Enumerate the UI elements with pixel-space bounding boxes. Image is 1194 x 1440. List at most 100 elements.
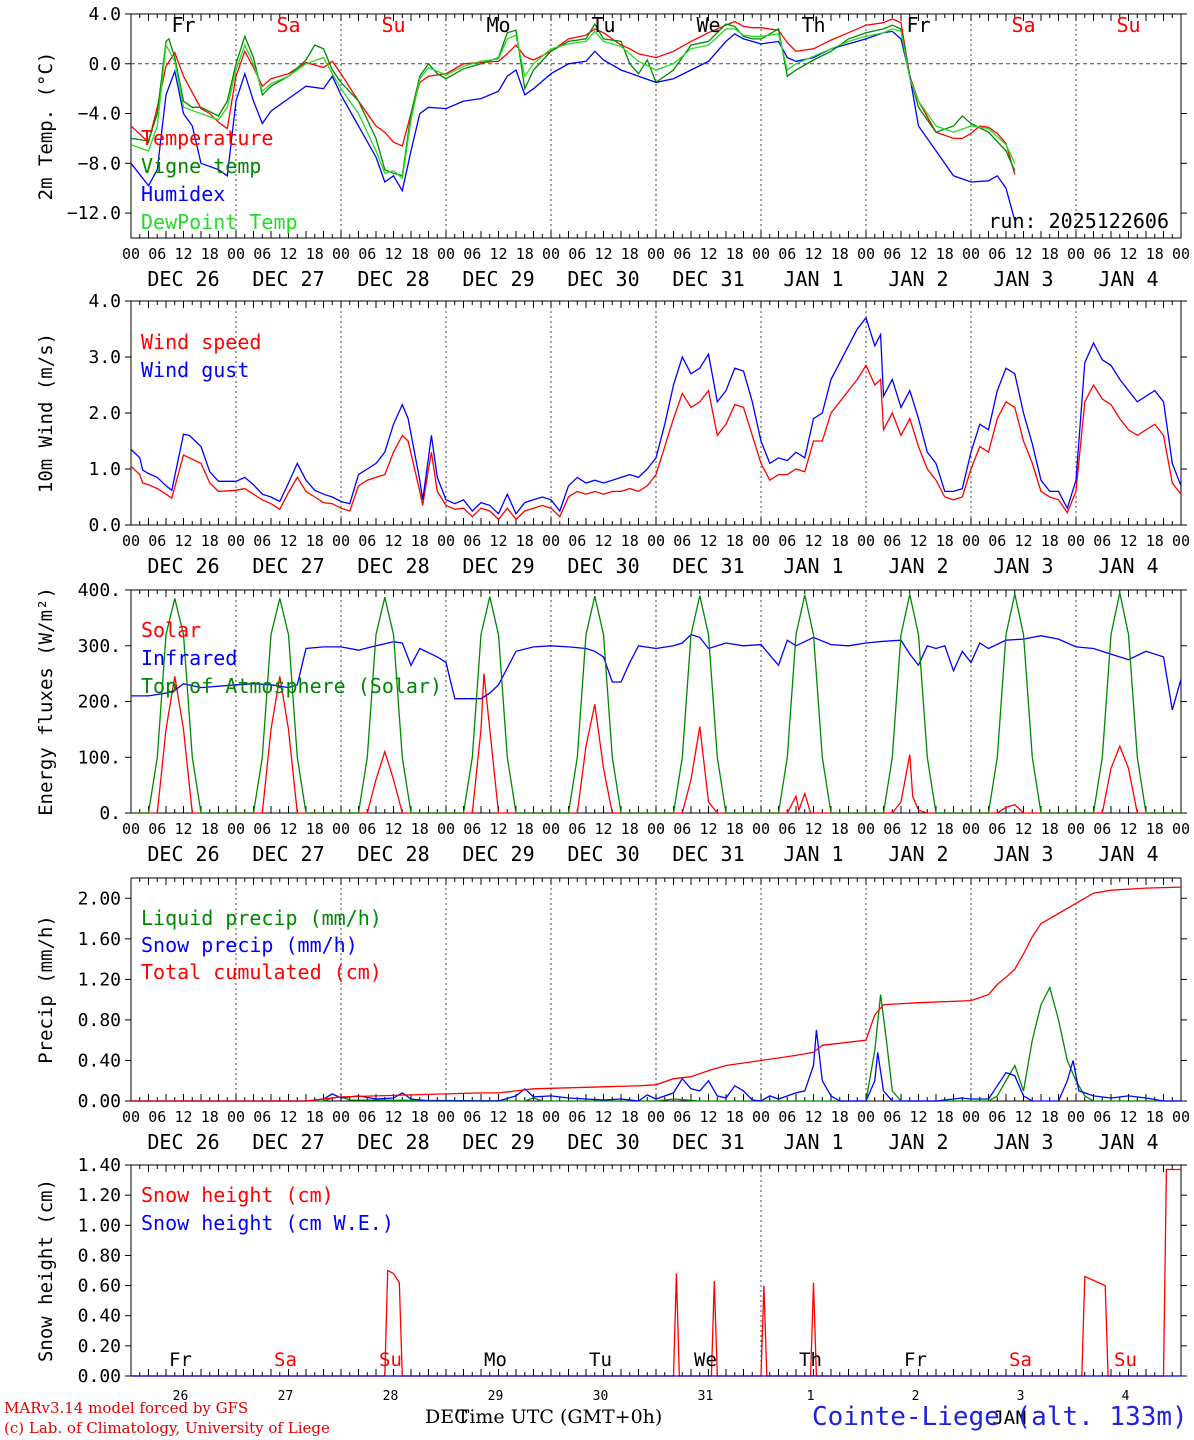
legend-snow-height-cm-w-e-: Snow height (cm W.E.): [141, 1211, 394, 1235]
weekday-label: Fr: [171, 13, 195, 37]
day-label: JAN 2: [888, 554, 948, 578]
hour-label: 00: [647, 245, 665, 263]
y-tick-label: 300.: [78, 636, 121, 657]
hour-label: 12: [279, 1108, 297, 1126]
hour-label: 12: [174, 820, 192, 838]
series-vigne-temp: [130, 22, 1016, 177]
hour-label: 12: [804, 245, 822, 263]
legend-humidex: Humidex: [141, 182, 225, 206]
hour-label: 18: [1041, 245, 1059, 263]
day-label: JAN 2: [888, 1130, 948, 1154]
hour-label: 00: [1172, 820, 1190, 838]
hour-label: 12: [594, 820, 612, 838]
day-label: DEC 29: [462, 842, 534, 866]
series-total-cumulated-cm-: [131, 886, 1182, 1102]
hour-label: 00: [857, 1108, 875, 1126]
hour-label: 18: [201, 532, 219, 550]
hour-label: 06: [883, 1108, 901, 1126]
hour-label: 12: [489, 1108, 507, 1126]
hour-label: 18: [306, 820, 324, 838]
hour-label: 18: [306, 1108, 324, 1126]
day-label: JAN 1: [783, 1130, 843, 1154]
series-dewpoint-temp: [130, 28, 1016, 180]
y-tick-label: −12.0: [67, 203, 121, 224]
hour-label: 18: [936, 532, 954, 550]
hour-label: 06: [148, 532, 166, 550]
day-label: JAN 1: [783, 267, 843, 291]
hour-label: 12: [1119, 820, 1137, 838]
weekday-label: Mo: [484, 1349, 507, 1371]
panel-2: 4.0 3.0 2.0 1.0 0.0 10m Wind (m/s) Wind speed W…: [35, 291, 1190, 578]
day-label: DEC 30: [567, 554, 639, 578]
legend-solar: Solar: [141, 618, 201, 642]
hour-label: 00: [752, 1108, 770, 1126]
hour-label: 18: [201, 1108, 219, 1126]
day-label: DEC 30: [567, 267, 639, 291]
panel-1: 4.0 0.0 −4.0 −8.0 −12.0 2m Temp. (°C) Temperat…: [35, 4, 1190, 291]
run-label: run: 2025122606: [988, 209, 1169, 233]
hour-label: 18: [201, 245, 219, 263]
day-label: JAN 3: [993, 554, 1053, 578]
day-label: JAN 1: [783, 842, 843, 866]
hour-label: 00: [857, 245, 875, 263]
day-number-label: 1: [807, 1389, 815, 1404]
y-tick-label: 100.: [78, 747, 121, 768]
hour-label: 06: [253, 532, 271, 550]
day-number-label: 31: [698, 1389, 714, 1404]
hour-label: 18: [726, 1108, 744, 1126]
series-top-of-atmosphere-solar-: [131, 592, 1181, 814]
hour-label: 18: [621, 1108, 639, 1126]
hour-label: 12: [804, 820, 822, 838]
hour-label: 18: [411, 245, 429, 263]
day-number-label: 28: [383, 1389, 399, 1404]
series-snow-precip-mm-h-: [131, 1029, 1181, 1102]
weekday-label: Su: [379, 1349, 402, 1371]
legend-total-cumulated-cm-: Total cumulated (cm): [141, 960, 382, 984]
lab-credit: (c) Lab. of Climatology, University of L…: [4, 1419, 330, 1437]
y-axis-label: 10m Wind (m/s): [35, 333, 57, 493]
legend-wind-speed: Wind speed: [141, 330, 261, 354]
y-tick-label: 2.0: [88, 403, 121, 424]
hour-label: 00: [332, 820, 350, 838]
hour-label: 12: [384, 820, 402, 838]
hour-label: 06: [778, 245, 796, 263]
hour-label: 18: [1041, 532, 1059, 550]
day-label: JAN 3: [993, 1130, 1053, 1154]
weekday-label: Tu: [591, 13, 615, 37]
hour-label: 12: [594, 245, 612, 263]
y-tick-label: 3.0: [88, 347, 121, 368]
day-label: DEC 28: [357, 267, 429, 291]
hour-label: 12: [594, 532, 612, 550]
hour-label: 00: [437, 1108, 455, 1126]
hour-label: 06: [988, 532, 1006, 550]
weekday-label: Tu: [589, 1349, 612, 1371]
hour-label: 06: [568, 245, 586, 263]
hour-label: 06: [568, 1108, 586, 1126]
day-label: DEC 28: [357, 1130, 429, 1154]
hour-label: 06: [358, 820, 376, 838]
hour-label: 00: [962, 1108, 980, 1126]
y-tick-label: 0.0: [88, 54, 121, 75]
hour-label: 00: [962, 820, 980, 838]
hour-label: 06: [673, 820, 691, 838]
hour-label: 06: [148, 1108, 166, 1126]
hour-label: 00: [227, 1108, 245, 1126]
hour-label: 06: [778, 1108, 796, 1126]
weekday-label: Sa: [1011, 13, 1035, 37]
dec-month-label: DEC: [425, 1406, 469, 1428]
day-label: DEC 30: [567, 1130, 639, 1154]
hour-label: 00: [1067, 820, 1085, 838]
hour-label: 18: [1146, 532, 1164, 550]
hour-label: 12: [279, 245, 297, 263]
y-tick-label: 1.20: [78, 1185, 121, 1206]
hour-label: 00: [1172, 1108, 1190, 1126]
panel-4: 2.00 1.60 1.20 0.80 0.40 0.00 Precip (mm/h) Liq…: [35, 877, 1190, 1154]
hour-label: 18: [621, 532, 639, 550]
hour-label: 12: [384, 1108, 402, 1126]
day-label: JAN 4: [1098, 267, 1158, 291]
y-tick-label: 0.00: [78, 1366, 121, 1387]
panel-5: 1.40 1.20 1.00 0.80 0.60 0.40 0.20 0.00 Snow hei…: [35, 1155, 1187, 1387]
hour-label: 06: [1093, 820, 1111, 838]
day-number-label: 2: [912, 1389, 920, 1404]
hour-label: 12: [1119, 245, 1137, 263]
